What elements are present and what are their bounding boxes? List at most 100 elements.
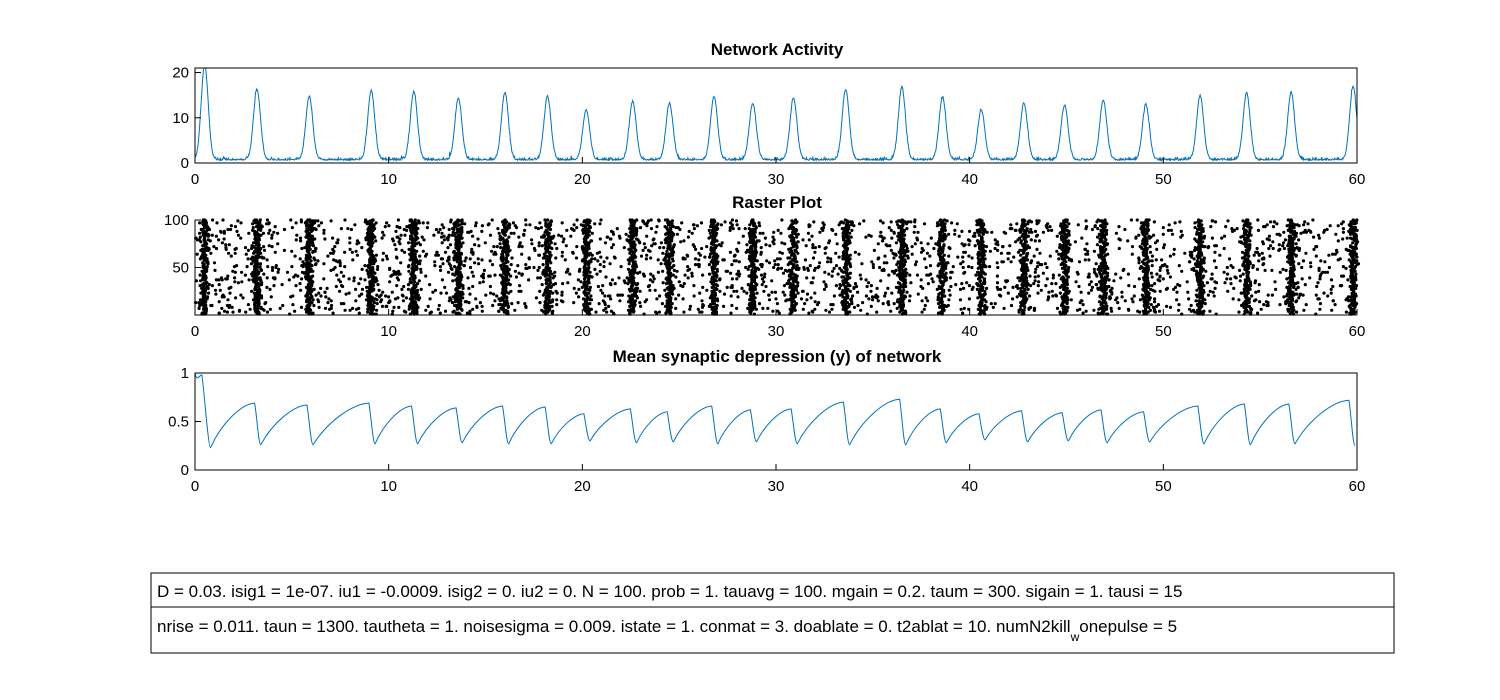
raster-spike: [648, 288, 652, 292]
raster-spike: [712, 218, 716, 222]
raster-spike: [1103, 225, 1107, 229]
raster-spike: [507, 235, 511, 239]
x-tick-label: 30: [768, 171, 785, 188]
raster-spike: [458, 266, 462, 270]
raster-spike: [442, 226, 446, 230]
raster-spike: [407, 241, 411, 245]
raster-spike: [251, 228, 255, 232]
raster-spike: [793, 248, 797, 252]
raster-spike: [1147, 259, 1151, 263]
raster-spike: [439, 268, 443, 272]
raster-spike: [505, 238, 509, 242]
raster-spike: [542, 233, 546, 237]
raster-spike: [976, 256, 980, 260]
raster-spike: [1148, 250, 1153, 254]
raster-spike: [1194, 293, 1198, 297]
raster-spike: [482, 268, 486, 272]
raster-spike: [586, 266, 590, 270]
raster-spike: [507, 278, 511, 282]
raster-spike: [1319, 259, 1323, 263]
raster-spike: [551, 291, 555, 295]
raster-spike: [1195, 259, 1199, 263]
raster-spike: [424, 274, 428, 278]
raster-spike: [492, 245, 496, 249]
raster-spike: [900, 218, 904, 222]
raster-spike: [1098, 245, 1103, 249]
raster-spike: [708, 303, 713, 307]
raster-spike: [1202, 234, 1207, 238]
raster-spike: [626, 308, 631, 312]
raster-spike: [714, 306, 719, 310]
raster-spike: [375, 302, 379, 306]
raster-spike: [789, 249, 794, 253]
raster-spike: [841, 295, 845, 299]
raster-spike: [976, 239, 980, 243]
raster-spike: [583, 246, 587, 250]
raster-spike: [1153, 300, 1157, 304]
raster-spike: [714, 286, 718, 290]
raster-spike: [1286, 218, 1290, 222]
raster-spike: [595, 272, 599, 276]
raster-spike: [1066, 239, 1071, 243]
raster-spike: [506, 272, 510, 276]
raster-spike: [1354, 275, 1358, 279]
raster-spike: [845, 304, 849, 308]
raster-spike: [752, 292, 756, 296]
raster-spike: [545, 294, 549, 298]
raster-spike: [707, 263, 712, 267]
raster-spike: [250, 244, 254, 248]
raster-spike: [545, 277, 550, 281]
raster-spike: [584, 275, 588, 279]
raster-spike: [414, 229, 418, 233]
raster-spike: [523, 228, 527, 232]
raster-spike: [1214, 265, 1218, 270]
raster-spike: [749, 293, 753, 297]
raster-spike: [1018, 307, 1023, 311]
raster-spike: [1345, 236, 1349, 240]
raster-spike: [1238, 274, 1243, 278]
raster-spike: [577, 295, 581, 299]
raster-spike: [794, 302, 799, 306]
raster-spike: [548, 278, 552, 282]
raster-spike: [807, 311, 811, 315]
raster-spike: [1355, 218, 1359, 222]
raster-spike: [1026, 251, 1030, 255]
raster-spike: [206, 238, 210, 242]
raster-spike: [827, 241, 831, 245]
raster-spike: [419, 270, 423, 274]
raster-spike: [1020, 218, 1025, 222]
raster-spike: [586, 227, 590, 232]
raster-spike: [576, 278, 581, 282]
raster-spike: [1352, 281, 1356, 285]
raster-spike: [553, 242, 557, 246]
raster-spike: [413, 218, 417, 222]
raster-spike: [747, 227, 751, 231]
raster-spike: [663, 225, 667, 229]
raster-spike: [830, 307, 834, 311]
raster-spike: [902, 288, 906, 292]
raster-spike: [502, 246, 506, 250]
raster-spike: [1068, 243, 1072, 247]
raster-spike: [459, 251, 463, 255]
raster-spike: [1245, 258, 1249, 262]
raster-spike: [979, 283, 983, 287]
raster-spike: [1058, 243, 1062, 247]
raster-spike: [1025, 291, 1029, 295]
raster-spike: [1304, 251, 1308, 255]
raster-spike: [366, 307, 370, 311]
raster-spike: [267, 231, 271, 235]
raster-spike: [1351, 218, 1355, 222]
raster-spike: [789, 246, 793, 251]
raster-spike: [663, 262, 667, 266]
raster-spike: [1229, 282, 1233, 286]
raster-spike: [710, 218, 714, 222]
raster-spike: [1193, 221, 1197, 225]
raster-spike: [309, 311, 313, 315]
raster-spike: [587, 225, 591, 229]
raster-spike: [1161, 277, 1165, 281]
raster-spike: [977, 233, 981, 237]
raster-spike: [1150, 264, 1154, 268]
raster-spike: [1032, 254, 1036, 258]
